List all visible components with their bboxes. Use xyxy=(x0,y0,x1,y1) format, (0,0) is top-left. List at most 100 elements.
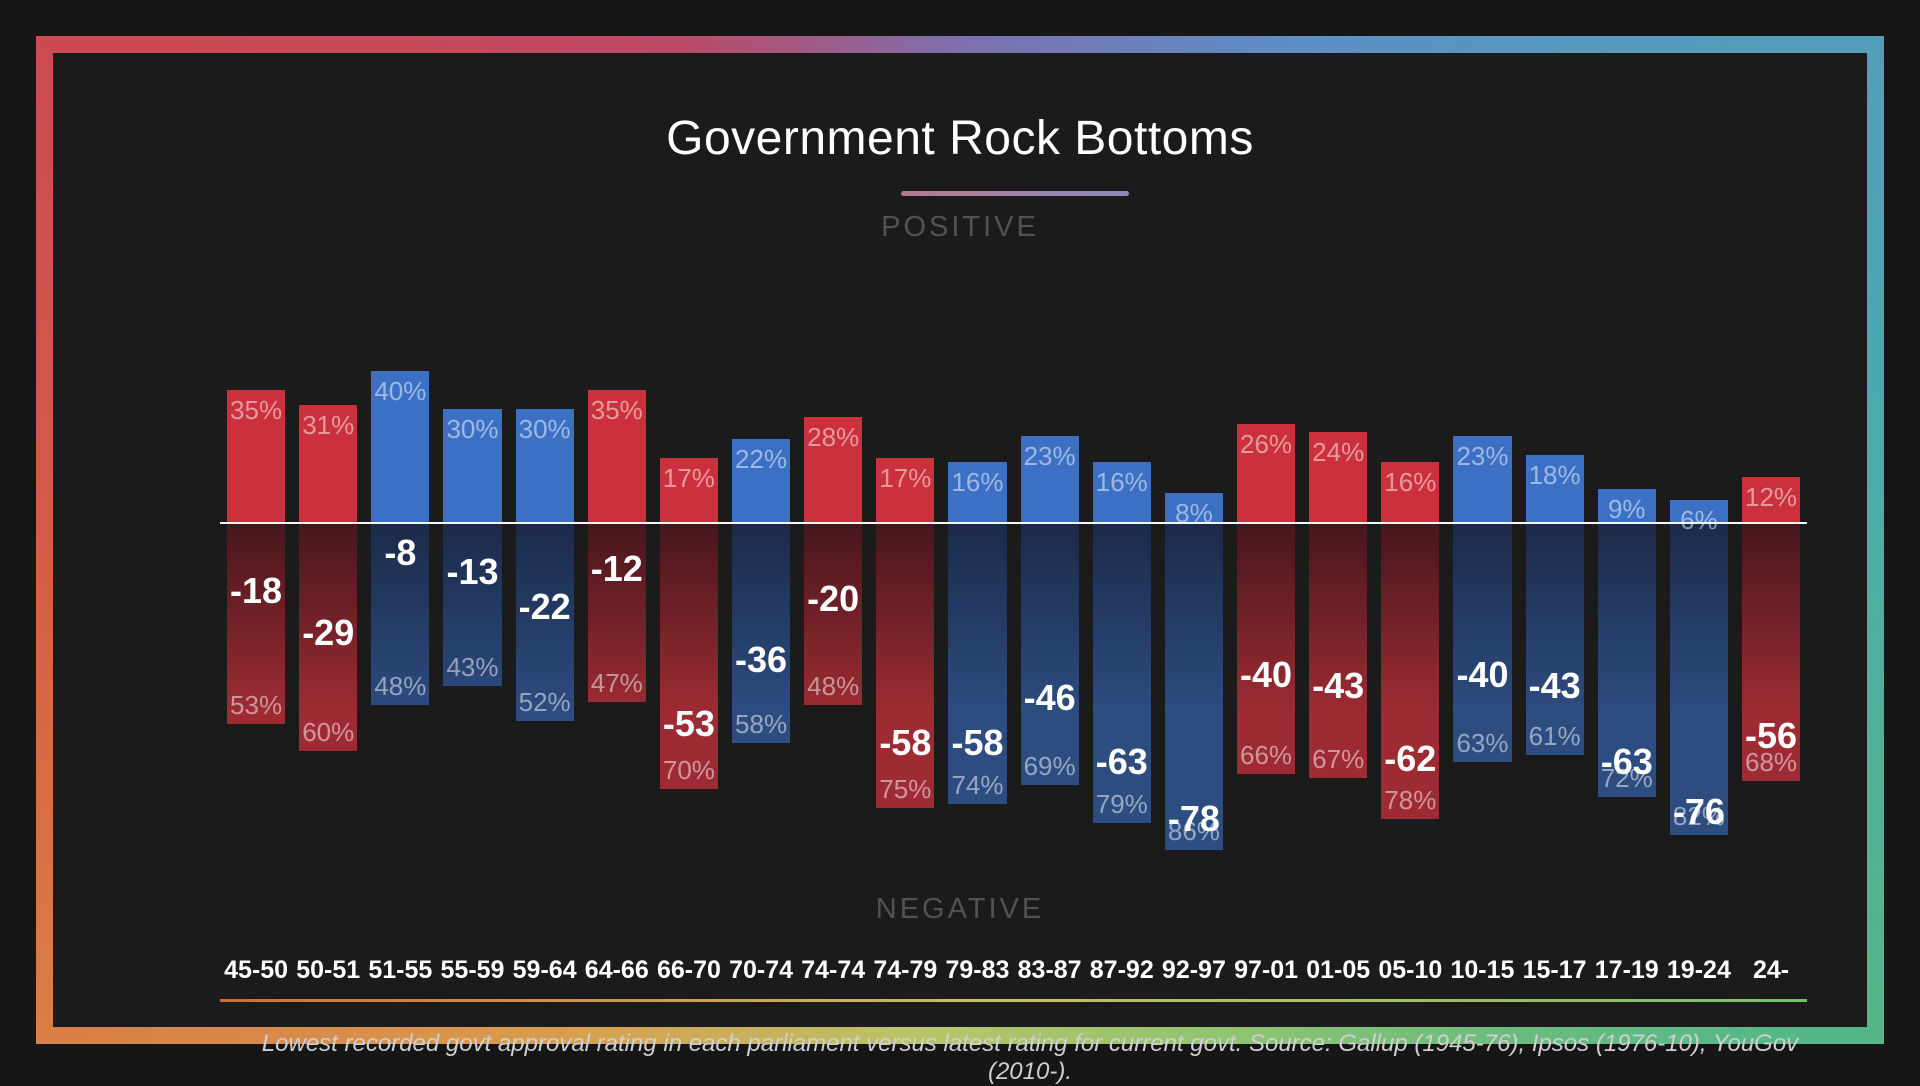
negative-value-label: 78% xyxy=(1381,785,1439,816)
positive-value-label: 12% xyxy=(1742,482,1800,513)
category-label-97-01: 97-01 xyxy=(1232,956,1300,985)
bar-column-74-74: 28% 48% -20 xyxy=(804,293,862,863)
bar-column-92-97: 8%86%-78 xyxy=(1165,293,1223,863)
positive-value-label: 35% xyxy=(588,395,646,426)
bar-column-64-66: 35%47%-12 xyxy=(588,293,646,863)
negative-value-label: 79% xyxy=(1093,789,1151,820)
negative-value-label: 43% xyxy=(443,652,501,683)
category-label-66-70: 66-70 xyxy=(655,956,723,985)
net-value-label: -63 xyxy=(1093,741,1151,783)
net-value-label: -36 xyxy=(732,639,790,681)
bar-column-10-15: 23%63%-40 xyxy=(1453,293,1511,863)
positive-value-label: 17% xyxy=(660,463,718,494)
positive-value-label: 16% xyxy=(948,467,1006,498)
bar-column-83-87: 23%69%-46 xyxy=(1021,293,1079,863)
bar-column-15-17: 18% 61%-43 xyxy=(1526,293,1584,863)
positive-value-label: 22% xyxy=(732,444,790,475)
positive-bar: 35% xyxy=(588,390,646,523)
net-value-label: -56 xyxy=(1742,715,1800,757)
negative-value-label: 70% xyxy=(660,755,718,786)
negative-bar: 66% xyxy=(1237,523,1295,774)
negative-bar: 67% xyxy=(1309,523,1367,778)
positive-bar: 8% xyxy=(1165,493,1223,523)
positive-value-label: 26% xyxy=(1237,429,1295,460)
bar-column-66-70: 17% 70% -53 xyxy=(660,293,718,863)
net-value-label: -53 xyxy=(660,703,718,745)
axis-gradient-line xyxy=(220,999,1807,1002)
category-label-79-83: 79-83 xyxy=(943,956,1011,985)
positive-bar: 23% xyxy=(1453,436,1511,523)
category-label-19-24: 19-24 xyxy=(1665,956,1733,985)
bar-column-97-01: 26%66%-40 xyxy=(1237,293,1295,863)
positive-bar: 26% xyxy=(1237,424,1295,523)
chart-background: Government Rock Bottoms POSITIVE NEGATIV… xyxy=(53,53,1867,1027)
net-value-label: -12 xyxy=(588,548,646,590)
category-label-92-97: 92-97 xyxy=(1160,956,1228,985)
positive-value-label: 28% xyxy=(804,422,862,453)
negative-value-label: 74% xyxy=(948,770,1006,801)
positive-value-label: 23% xyxy=(1021,441,1079,472)
category-label-45-50: 45-50 xyxy=(222,956,290,985)
positive-bar: 17% xyxy=(876,458,934,523)
negative-value-label: 60% xyxy=(299,717,357,748)
positive-value-label: 16% xyxy=(1381,467,1439,498)
category-label-74-74: 74-74 xyxy=(799,956,867,985)
positive-value-label: 40% xyxy=(371,376,429,407)
positive-value-label: 17% xyxy=(876,463,934,494)
net-value-label: -8 xyxy=(371,532,429,574)
negative-value-label: 66% xyxy=(1237,740,1295,771)
negative-value-label: 63% xyxy=(1453,728,1511,759)
net-value-label: -43 xyxy=(1526,665,1584,707)
net-value-label: -46 xyxy=(1021,677,1079,719)
positive-bar: 30% xyxy=(516,409,574,523)
negative-bar: 63% xyxy=(1453,523,1511,762)
negative-value-label: 52% xyxy=(516,687,574,718)
net-value-label: -13 xyxy=(443,551,501,593)
net-value-label: -58 xyxy=(876,722,934,764)
positive-value-label: 18% xyxy=(1526,460,1584,491)
category-label-01-05: 01-05 xyxy=(1304,956,1372,985)
positive-bar: 24% xyxy=(1309,432,1367,523)
negative-value-label: 48% xyxy=(804,671,862,702)
net-value-label: -58 xyxy=(948,722,1006,764)
positive-bar: 16% xyxy=(1093,462,1151,523)
net-value-label: -18 xyxy=(227,570,285,612)
category-label-05-10: 05-10 xyxy=(1376,956,1444,985)
positive-bar: 6% xyxy=(1670,500,1728,523)
net-value-label: -62 xyxy=(1381,738,1439,780)
bar-column-74-79: 17%75%-58 xyxy=(876,293,934,863)
bar-column-59-64: 30%52%-22 xyxy=(516,293,574,863)
negative-bar: 70% xyxy=(660,523,718,789)
net-value-label: -43 xyxy=(1309,665,1367,707)
bar-column-70-74: 22% 58% -36 xyxy=(732,293,790,863)
category-label-70-74: 70-74 xyxy=(727,956,795,985)
positive-bar: 9% xyxy=(1598,489,1656,523)
positive-bar: 28% xyxy=(804,417,862,523)
net-value-label: -63 xyxy=(1598,741,1656,783)
category-label-51-55: 51-55 xyxy=(366,956,434,985)
positive-value-label: 9% xyxy=(1598,494,1656,525)
net-value-label: -78 xyxy=(1165,798,1223,840)
positive-bar: 17% xyxy=(660,458,718,523)
net-value-label: -20 xyxy=(804,578,862,620)
positive-value-label: 23% xyxy=(1453,441,1511,472)
negative-value-label: 58% xyxy=(732,709,790,740)
source-caption: Lowest recorded govt approval rating in … xyxy=(220,1030,1840,1086)
positive-bar: 30% xyxy=(443,409,501,523)
bar-column-01-05: 24%67%-43 xyxy=(1309,293,1367,863)
negative-bar: 53% xyxy=(227,523,285,724)
category-label-15-17: 15-17 xyxy=(1521,956,1589,985)
bar-column-45-50: 35% 53% -18 xyxy=(227,293,285,863)
rainbow-border-frame: Government Rock Bottoms POSITIVE NEGATIV… xyxy=(36,36,1884,1044)
category-label-74-79: 74-79 xyxy=(871,956,939,985)
bar-column-05-10: 16% 78% -62 xyxy=(1381,293,1439,863)
net-value-label: -76 xyxy=(1670,791,1728,833)
positive-bar: 31% xyxy=(299,405,357,523)
negative-value-label: 53% xyxy=(227,690,285,721)
positive-value-label: 35% xyxy=(227,395,285,426)
negative-bar: 61% xyxy=(1526,523,1584,755)
positive-bar: 16% xyxy=(1381,462,1439,523)
page-title: Government Rock Bottoms xyxy=(53,111,1867,166)
category-label-87-92: 87-92 xyxy=(1088,956,1156,985)
